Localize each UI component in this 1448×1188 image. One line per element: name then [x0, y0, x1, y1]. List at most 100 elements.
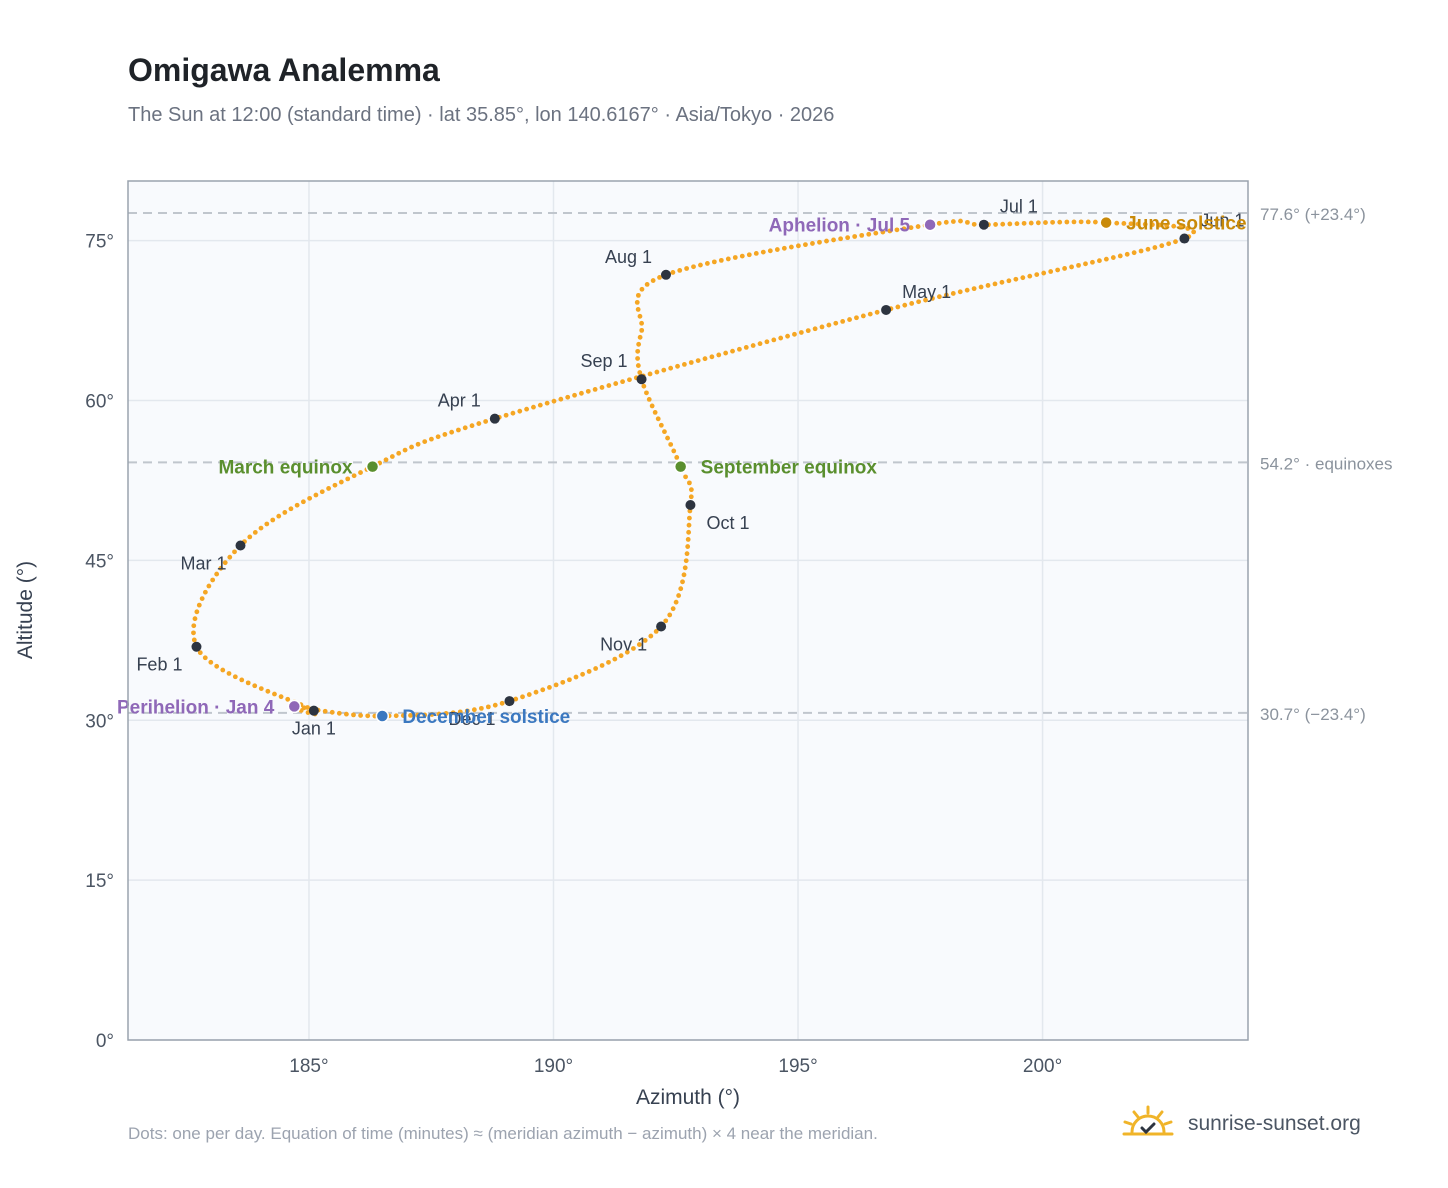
- day-dot: [658, 422, 664, 428]
- day-dot: [471, 707, 477, 713]
- day-dot: [517, 408, 523, 414]
- day-dot: [191, 637, 197, 643]
- day-dot: [764, 339, 770, 345]
- day-dot: [1185, 226, 1191, 231]
- day-dot: [1166, 241, 1172, 247]
- day-dot: [683, 558, 689, 564]
- day-dot: [1027, 273, 1033, 279]
- day-dot: [860, 313, 866, 319]
- day-dot: [1062, 266, 1068, 271]
- day-dot: [1128, 221, 1134, 227]
- day-dot: [723, 350, 729, 356]
- day-dot: [639, 327, 645, 333]
- day-dot: [923, 297, 928, 303]
- day-dot: [880, 229, 886, 235]
- day-dot: [469, 423, 475, 429]
- day-dot: [210, 577, 216, 583]
- month-marker: [504, 696, 515, 707]
- day-dot: [252, 683, 258, 689]
- day-dot: [492, 702, 498, 708]
- day-dot: [725, 256, 731, 262]
- day-dot: [585, 388, 591, 394]
- day-dot: [319, 489, 325, 495]
- day-dot: [803, 242, 808, 248]
- day-dot: [1097, 258, 1102, 264]
- grid-lines: [128, 181, 1248, 1041]
- event-marker: [365, 459, 380, 474]
- day-dot: [202, 655, 208, 661]
- day-dot: [409, 444, 414, 450]
- day-dot: [854, 315, 859, 321]
- day-dot: [278, 694, 284, 700]
- day-dot: [214, 571, 220, 577]
- day-dot: [743, 345, 749, 350]
- day-dot: [874, 309, 880, 315]
- day-dot: [258, 686, 264, 691]
- day-dot: [916, 299, 922, 305]
- event-marker: [673, 459, 688, 474]
- day-dot: [593, 666, 599, 671]
- month-marker-label: Mar 1: [180, 553, 226, 573]
- day-dot: [686, 529, 692, 535]
- day-dot: [937, 294, 942, 300]
- day-dot: [270, 517, 276, 523]
- day-dot: [684, 266, 690, 271]
- day-dot: [326, 486, 331, 491]
- day-dot: [636, 341, 642, 347]
- day-dot: [520, 694, 525, 700]
- event-label: Aphelion · Jul 5: [769, 216, 911, 237]
- day-dot: [909, 301, 915, 306]
- day-dot: [194, 609, 200, 615]
- reference-line-label: 77.6° (+23.4°): [1260, 205, 1366, 224]
- day-dot: [1110, 255, 1116, 260]
- day-dot: [524, 406, 530, 412]
- day-dot: [485, 704, 491, 710]
- day-dot: [895, 304, 901, 310]
- day-dot: [429, 712, 435, 717]
- day-dot: [285, 696, 291, 702]
- day-dot: [191, 623, 197, 629]
- day-dot: [670, 606, 676, 612]
- day-dot: [746, 252, 752, 258]
- y-tick-label: 30°: [85, 711, 114, 732]
- day-dot: [402, 447, 408, 453]
- day-dot: [718, 257, 724, 263]
- day-dot: [329, 709, 335, 715]
- day-dot: [1043, 220, 1048, 225]
- day-dot: [826, 322, 832, 328]
- day-dot: [429, 436, 434, 442]
- day-dot: [415, 441, 421, 447]
- day-dot: [408, 713, 413, 718]
- day-dot: [686, 522, 692, 528]
- day-dot: [422, 439, 428, 445]
- day-dot: [792, 331, 797, 337]
- day-dot: [684, 551, 690, 557]
- day-dot: [307, 495, 313, 501]
- day-dot: [644, 281, 650, 287]
- day-dot: [606, 383, 612, 388]
- brand[interactable]: sunrise-sunset.org: [1120, 1104, 1361, 1144]
- y-tick-label: 0°: [96, 1031, 114, 1052]
- day-dot: [510, 410, 516, 416]
- day-dot: [191, 630, 196, 636]
- day-dot: [711, 259, 717, 265]
- day-dot: [565, 394, 571, 400]
- month-marker: [489, 413, 500, 424]
- day-dot: [739, 253, 745, 259]
- day-dot: [322, 708, 328, 714]
- day-dot: [442, 432, 448, 437]
- day-dot: [652, 409, 658, 415]
- day-dot: [208, 659, 214, 665]
- event-marker: [923, 217, 937, 232]
- day-dot: [462, 425, 468, 431]
- day-dot: [1048, 269, 1054, 274]
- day-dot: [464, 708, 470, 714]
- day-dot: [1057, 219, 1063, 225]
- day-dot: [704, 261, 710, 266]
- day-dot: [678, 586, 684, 592]
- x-tick-label: 200°: [1023, 1056, 1062, 1077]
- day-dot: [950, 219, 956, 224]
- month-marker-label: Jun 1: [1200, 211, 1244, 231]
- day-dot: [192, 616, 198, 622]
